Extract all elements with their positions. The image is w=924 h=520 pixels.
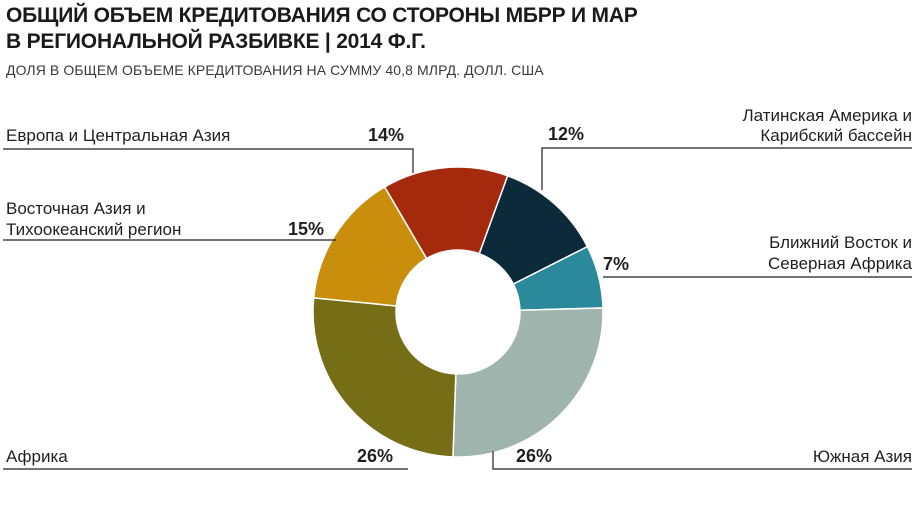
slice-label-1-line-2: Карибский бассейн	[760, 126, 912, 145]
leader-line-3	[492, 451, 912, 470]
percent-label-4: 26%	[357, 446, 393, 466]
leader-line-1	[541, 147, 912, 190]
leader-line-6	[3, 148, 414, 173]
chart-title: ОБЩИЙ ОБЪЕМ КРЕДИТОВАНИЯ СО СТОРОНЫ МБРР…	[6, 3, 886, 55]
chart-subtitle: ДОЛЯ В ОБЩЕМ ОБЪЕМЕ КРЕДИТОВАНИЯ НА СУММ…	[6, 62, 544, 78]
slice-label-3-line-1: Южная Азия	[813, 447, 912, 466]
percent-label-5: 15%	[288, 219, 324, 239]
slice-label-1-line-1: Латинская Америка и	[742, 106, 912, 125]
chart-title-line-2: В РЕГИОНАЛЬНОЙ РАЗБИВКЕ | 2014 Ф.Г.	[6, 30, 426, 53]
percent-label-3: 26%	[516, 446, 552, 466]
slice-label-4-line-1: Африка	[6, 447, 68, 466]
chart-title-line-1: ОБЩИЙ ОБЪЕМ КРЕДИТОВАНИЯ СО СТОРОНЫ МБРР…	[6, 4, 638, 27]
pie-slice-6	[383, 166, 509, 260]
pie-slice-3	[452, 307, 604, 458]
slice-label-2-line-1: Ближний Восток и	[769, 233, 912, 252]
slice-label-6-line-1: Европа и Центральная Азия	[6, 126, 230, 145]
percent-label-6: 14%	[368, 125, 404, 145]
pie-slice-4	[312, 297, 457, 458]
slice-label-2-line-2: Северная Африка	[768, 254, 913, 273]
pie-slice-5	[312, 185, 428, 307]
percent-label-2: 7%	[603, 254, 629, 274]
percent-label-1: 12%	[548, 124, 584, 144]
slice-label-5-line-2: Тихоокеанский регион	[6, 220, 181, 239]
slice-label-5-line-1: Восточная Азия и	[6, 199, 146, 218]
